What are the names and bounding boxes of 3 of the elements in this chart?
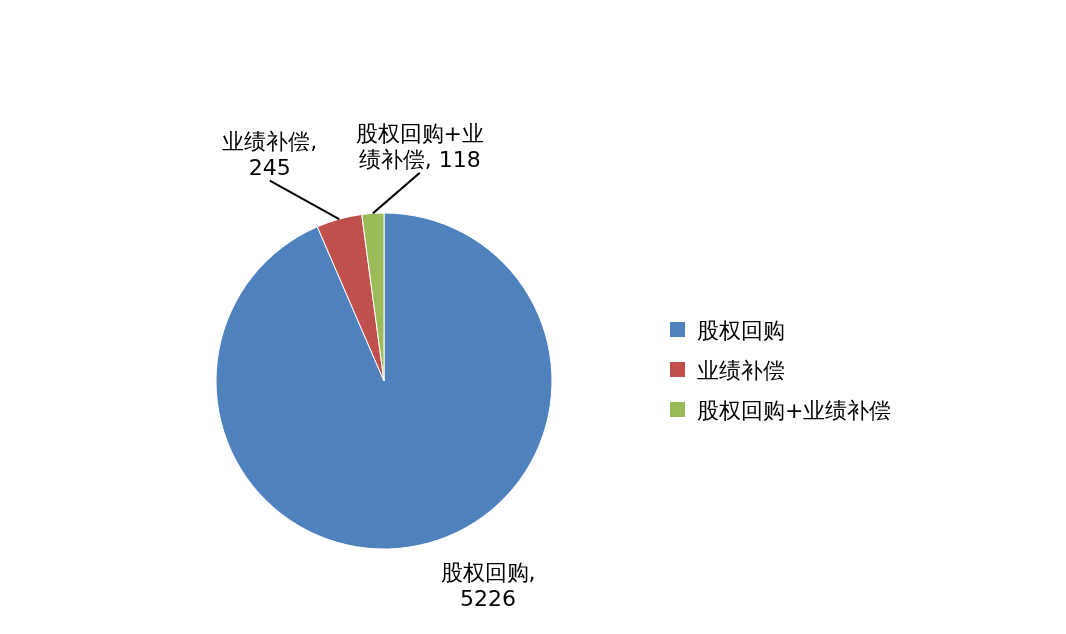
legend-label: 股权回购+业绩补偿 [697,398,892,423]
legend-label: 股权回购 [697,318,785,343]
legend-label: 业绩补偿 [697,358,785,383]
